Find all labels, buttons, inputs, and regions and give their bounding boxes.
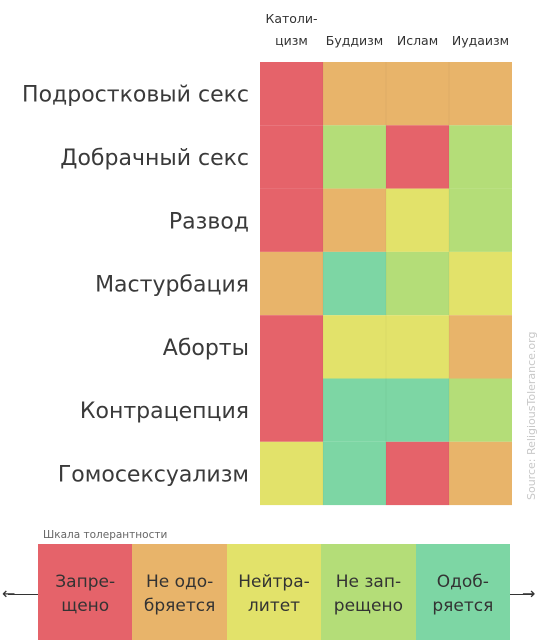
- scale-level-1: Запре-щено: [38, 544, 133, 640]
- heatmap-cell-6-0: [260, 441, 323, 506]
- row-label-2: Развод: [169, 209, 249, 234]
- heatmap-cell-6-2: [386, 441, 449, 506]
- heatmap-cell-4-2: [386, 315, 449, 379]
- heatmap-cell-5-2: [386, 378, 449, 442]
- scale-level-label: Одоб-ряется: [432, 572, 494, 616]
- heatmap-cell-4-1: [323, 315, 386, 379]
- heatmap-cell-4-3: [449, 315, 512, 379]
- tolerance-scale: Запре-щено Не одо-бряется Нейтра-литет Не з…: [38, 544, 511, 640]
- scale-level-label: Не зап-рещено: [333, 572, 404, 616]
- heatmap-cell-3-2: [386, 251, 449, 316]
- heatmap-cell-1-3: [449, 125, 512, 189]
- row-label-4: Аборты: [163, 336, 249, 361]
- heatmap-cell-0-3: [449, 62, 512, 126]
- heatmap-cell-3-0: [260, 251, 323, 316]
- row-label-3: Мастурбация: [95, 273, 249, 298]
- heatmap-cell-5-1: [323, 378, 386, 442]
- arrow-right-icon: →: [522, 584, 536, 603]
- heatmap-cell-1-2: [386, 125, 449, 189]
- heatmap-cell-5-0: [260, 378, 323, 442]
- column-header-0: Католи-цизм: [265, 11, 317, 48]
- column-header-2: Ислам: [397, 33, 438, 48]
- heatmap-cell-1-1: [323, 125, 386, 189]
- heatmap-cell-4-0: [260, 315, 323, 379]
- heatmap-cell-2-2: [386, 188, 449, 252]
- heatmap-cell-0-0: [260, 62, 323, 126]
- scale-title: Шкала толерантности: [43, 529, 168, 541]
- scale-level-label: Нейтра-литет: [238, 572, 310, 616]
- row-label-6: Гомосексуализм: [58, 462, 249, 487]
- heatmap-cell-2-0: [260, 188, 323, 252]
- row-label-1: Добрачный секс: [60, 146, 249, 171]
- row-label-0: Подростковый секс: [22, 83, 249, 108]
- heatmap-cell-6-3: [449, 441, 512, 506]
- source-note: Source: ReligiousTolerance.org: [525, 331, 538, 500]
- heatmap-cell-3-1: [323, 251, 386, 316]
- heatmap-cell-0-2: [386, 62, 449, 126]
- row-label-5: Контрацепция: [80, 399, 249, 424]
- scale-level-label: Запре-щено: [55, 572, 116, 616]
- heatmap-cell-0-1: [323, 62, 386, 126]
- arrow-left-icon: ←: [2, 584, 16, 603]
- column-header-3: Иудаизм: [452, 33, 509, 48]
- scale-level-2: Не одо-бряется: [132, 544, 227, 640]
- heatmap-cell-2-1: [323, 188, 386, 252]
- scale-level-4: Не зап-рещено: [321, 544, 416, 640]
- heatmap-cell-2-3: [449, 188, 512, 252]
- heatmap-cell-5-3: [449, 378, 512, 442]
- heatmap-cell-1-0: [260, 125, 323, 189]
- heatmap-chart: Католи-цизм Буддизм Ислам Иудаизм Подростков…: [22, 11, 512, 506]
- column-header-1: Буддизм: [326, 33, 383, 48]
- scale-level-5: Одоб-ряется: [415, 544, 511, 640]
- heatmap-cell-3-3: [449, 251, 512, 316]
- heatmap-cell-6-1: [323, 441, 386, 506]
- scale-level-label: Не одо-бряется: [143, 572, 216, 616]
- scale-level-3: Нейтра-литет: [226, 544, 322, 640]
